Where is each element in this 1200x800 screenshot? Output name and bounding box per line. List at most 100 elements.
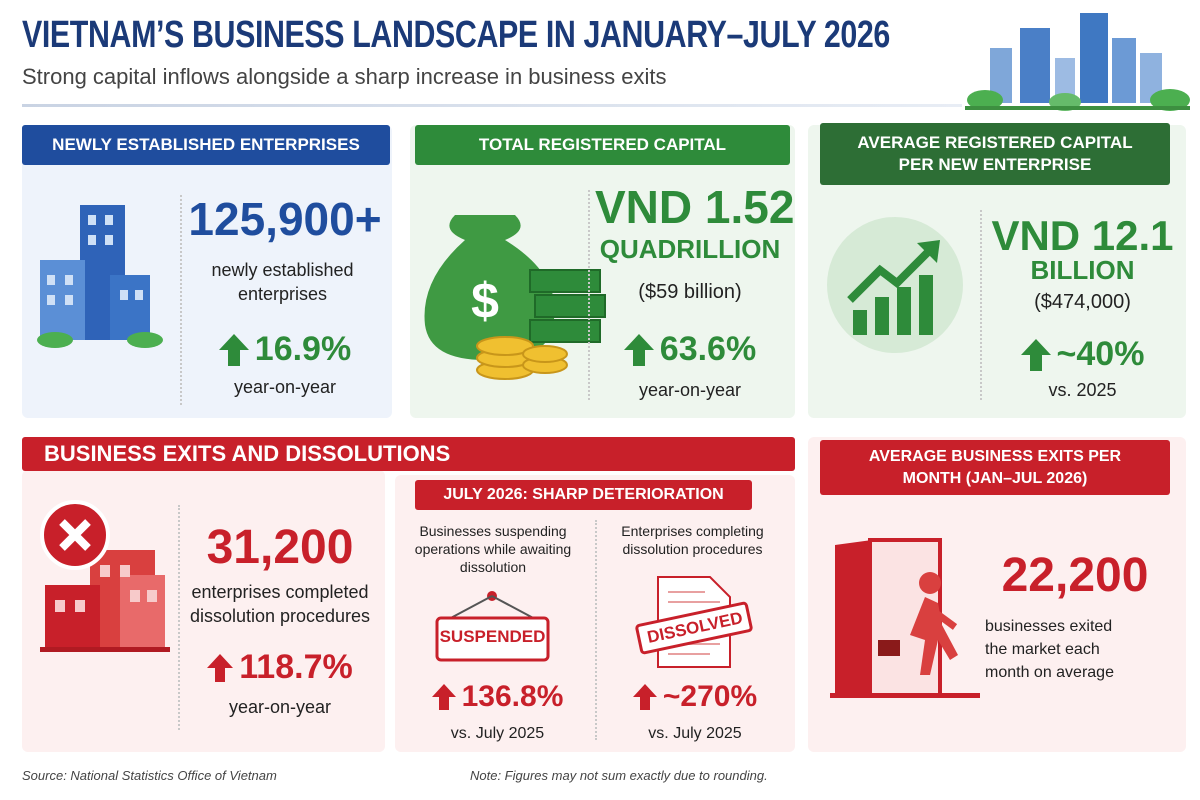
- icon-part: [1020, 338, 1051, 371]
- building-icon: [37, 205, 163, 348]
- up-arrow: [218, 333, 249, 366]
- icon-part: [120, 575, 165, 650]
- up-arrow: [207, 653, 234, 682]
- section-heading: BUSINESS EXITS AND DISSOLUTIONS: [22, 437, 795, 471]
- up-arrow: [1020, 338, 1051, 371]
- note: Note: Figures may not sum exactly due to…: [470, 768, 768, 783]
- item-label: Businesses suspending operations while a…: [414, 523, 572, 575]
- change-row: 118.7%: [185, 648, 375, 687]
- icon-part: [623, 333, 654, 366]
- icon-part: [919, 275, 933, 335]
- divider: [180, 195, 182, 405]
- sign: SUSPENDED: [435, 590, 550, 662]
- icon-part: [1020, 28, 1050, 103]
- icon-part: [529, 269, 601, 293]
- change-note: vs. July 2025: [648, 725, 742, 742]
- icon-part: [919, 572, 941, 594]
- icon-part: [529, 319, 601, 343]
- icon-part: [522, 345, 568, 363]
- panel-heading: JULY 2026: SHARP DETERIORATION: [415, 480, 752, 510]
- icon-part: [55, 600, 65, 612]
- document-icon: [635, 576, 753, 668]
- change-note: vs. 2025: [1048, 380, 1117, 400]
- change-row: 63.6%: [595, 330, 785, 369]
- icon-part: [446, 595, 538, 621]
- change: 63.6%: [659, 330, 757, 368]
- description: newly established enterprises: [211, 260, 354, 304]
- card-heading: TOTAL REGISTERED CAPITAL: [415, 125, 790, 165]
- change: ~40%: [1056, 335, 1145, 373]
- icon-part: [65, 295, 73, 305]
- up-arrow: [632, 684, 657, 710]
- value-note: ($474,000): [1034, 291, 1131, 313]
- icon-part: [922, 602, 958, 630]
- value: VND 12.1: [991, 212, 1174, 259]
- icon-part: [47, 215, 143, 305]
- card-heading: NEWLY ESTABLISHED ENTERPRISES: [22, 125, 390, 165]
- card-heading: AVERAGE BUSINESS EXITS PER MONTH (JAN–JU…: [820, 440, 1170, 495]
- up-arrow: [623, 333, 654, 366]
- change-note: vs. July 2025: [450, 725, 545, 742]
- icon-part: [965, 106, 1190, 110]
- icon-part: [207, 653, 234, 682]
- icon-part: [218, 333, 249, 366]
- icon-part: [75, 600, 85, 612]
- icon-part: [476, 336, 568, 380]
- change-row: 136.8%: [405, 680, 590, 714]
- rule: [22, 104, 962, 107]
- icon-part: [476, 336, 534, 356]
- icon-part: [875, 297, 889, 335]
- growth-icon: [827, 217, 963, 353]
- icon-part: [424, 215, 555, 360]
- icon-part: [120, 290, 128, 300]
- icon-part: [47, 275, 55, 285]
- icon-part: [110, 275, 150, 340]
- subtitle: Strong capital inflows alongside a sharp…: [22, 64, 667, 89]
- icon-part: [1150, 89, 1190, 111]
- icon-part: [835, 540, 872, 695]
- up-arrow: [431, 684, 456, 710]
- icon-part: [130, 590, 140, 602]
- icon-part: [897, 287, 911, 335]
- change: 136.8%: [461, 680, 564, 713]
- stamp: SUSPENDED: [439, 627, 546, 646]
- change-row: ~40%: [985, 335, 1180, 374]
- value: 31,200: [206, 521, 354, 574]
- icon-part: [853, 310, 867, 335]
- description: enterprises completed dissolution proced…: [189, 582, 371, 626]
- icon-part: [967, 90, 1003, 110]
- value: 125,900+: [188, 193, 382, 245]
- divider: [178, 505, 180, 730]
- icon-part: [668, 591, 720, 655]
- icon-part: [917, 240, 940, 263]
- closed-building-icon: [40, 500, 170, 652]
- icon-part: [45, 585, 100, 650]
- icon-part: [55, 565, 157, 612]
- icon-part: [105, 235, 113, 245]
- icon-part: $: [471, 273, 499, 329]
- divider: [595, 520, 597, 740]
- change-note: year-on-year: [233, 377, 337, 397]
- sign-icon: [435, 591, 550, 662]
- value-note: ($59 billion): [638, 281, 742, 303]
- icon-part: [105, 215, 113, 225]
- icon-part: [635, 601, 753, 655]
- icon-part: [910, 597, 958, 675]
- icon-part: [37, 332, 73, 348]
- icon-part: [830, 693, 980, 698]
- icon-part: [1140, 53, 1162, 103]
- icon-part: [88, 235, 96, 245]
- icon-part: [59, 519, 91, 551]
- value: VND 1.52: [595, 181, 795, 233]
- divider: [588, 190, 590, 400]
- value-unit: BILLION: [1030, 255, 1135, 285]
- description: businesses exited the market each month …: [985, 618, 1114, 681]
- icon-part: [65, 275, 73, 285]
- icon-part: [100, 565, 110, 577]
- icon-part: [668, 591, 720, 655]
- icon-part: [1080, 13, 1108, 103]
- change-note: year-on-year: [228, 697, 332, 717]
- value: 22,200: [1001, 549, 1149, 602]
- icon-part: [88, 215, 96, 225]
